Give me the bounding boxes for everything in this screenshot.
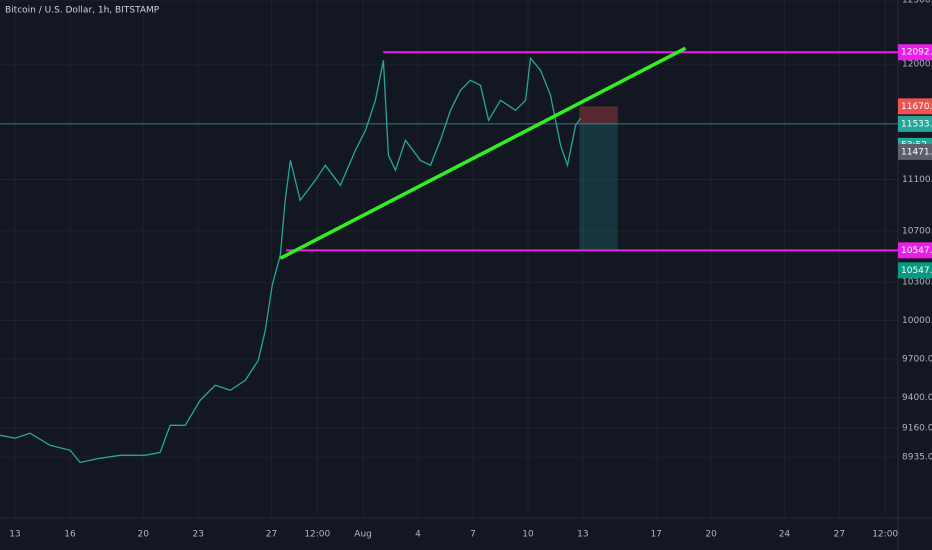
price-label-box	[898, 115, 932, 132]
chart-title: Bitcoin / U.S. Dollar, 1h, BITSTAMP	[5, 6, 160, 16]
target-zone	[579, 123, 618, 251]
grid	[0, 0, 898, 518]
price-label-box	[898, 262, 932, 279]
y-tick-label: 9700.00	[902, 355, 932, 365]
stop-zone	[579, 106, 618, 124]
x-tick-label: 13	[577, 530, 588, 540]
y-tick-label: 10700.00	[902, 226, 932, 236]
price-label: 10547.51	[901, 246, 932, 256]
x-tick-label: 7	[470, 530, 476, 540]
y-tick-label: 9400.00	[902, 393, 932, 403]
x-tick-label: Aug	[354, 530, 372, 540]
price-label: 11670.66	[901, 102, 932, 112]
x-tick-label: 12:00	[872, 530, 898, 540]
x-tick-label: 13	[9, 530, 20, 540]
price-label: 10547.51	[901, 266, 932, 276]
x-tick-label: 10	[522, 530, 534, 540]
y-tick-label: 8935.00	[902, 453, 932, 463]
price-label: 11533.80	[901, 119, 932, 129]
x-tick-label: 23	[192, 530, 203, 540]
price-label: 12092.69	[901, 48, 932, 58]
y-tick-label: 12500.00	[902, 0, 932, 6]
x-tick-label: 12:00	[304, 530, 330, 540]
price-label-box	[898, 143, 932, 160]
y-tick-label: 10300.00	[902, 278, 932, 288]
price-label-box	[898, 98, 932, 115]
price-label-box	[898, 242, 932, 259]
x-tick-label: 16	[64, 530, 76, 540]
x-tick-label: 27	[834, 530, 845, 540]
x-tick-label: 17	[650, 530, 661, 540]
y-tick-label: 11100.00	[902, 175, 932, 185]
x-tick-label: 4	[415, 530, 421, 540]
x-tick-label: 24	[779, 530, 791, 540]
price-line	[0, 56, 582, 464]
x-tick-label: 27	[266, 530, 277, 540]
x-tick-label: 20	[138, 530, 150, 540]
y-tick-label: 9160.00	[902, 424, 932, 434]
y-tick-label: 12000.00	[902, 60, 932, 70]
axes: 12500.00 12000.00 11100.00 10700.00 10300.00…	[9, 0, 932, 540]
price-label-box	[898, 44, 932, 61]
plot	[0, 46, 898, 464]
trendline	[279, 46, 687, 260]
y-tick-label: 10000.00	[902, 316, 932, 326]
price-label: 11471.19	[901, 147, 932, 157]
x-tick-label: 20	[705, 530, 717, 540]
